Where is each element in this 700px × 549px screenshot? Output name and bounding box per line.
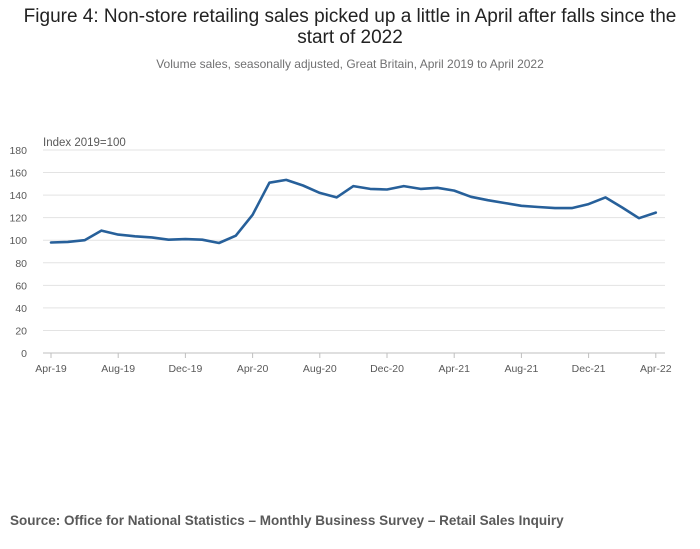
y-axis: 0 20 40 60 80 100 120 140 160 180 — [9, 145, 27, 360]
x-tick-label: Aug-21 — [504, 363, 538, 375]
chart-title: Figure 4: Non-store retailing sales pick… — [23, 6, 677, 48]
x-axis: Apr-19 Aug-19 Dec-19 Apr-20 Aug-20 Dec-20 Apr-… — [35, 353, 672, 375]
x-tick-label: Dec-19 — [168, 363, 202, 375]
series-line — [49, 178, 658, 245]
x-tick-label: Dec-21 — [572, 363, 606, 375]
y-tick-label: 160 — [9, 168, 27, 180]
y-tick-label: 20 — [15, 325, 27, 337]
series-layer — [49, 178, 658, 245]
y-tick-label: 40 — [15, 303, 27, 315]
x-tick-label: Dec-20 — [370, 363, 404, 375]
chart-subtitle: Volume sales, seasonally adjusted, Great… — [156, 57, 544, 71]
y-tick-label: 60 — [15, 280, 27, 292]
source-note: Source: Office for National Statistics –… — [10, 513, 564, 528]
x-tick-label: Aug-19 — [101, 363, 135, 375]
x-tick-label: Apr-21 — [438, 363, 470, 375]
y-tick-label: 100 — [9, 235, 27, 247]
x-tick-label: Apr-22 — [640, 363, 672, 375]
y-tick-label: 80 — [15, 258, 27, 270]
x-tick-label: Aug-20 — [303, 363, 337, 375]
y-axis-unit-label: Index 2019=100 — [43, 137, 126, 149]
y-tick-label: 120 — [9, 213, 27, 225]
gridlines — [43, 149, 665, 354]
y-tick-label: 140 — [9, 190, 27, 202]
y-tick-label: 180 — [9, 145, 27, 157]
x-tick-label: Apr-20 — [237, 363, 269, 375]
x-tick-label: Apr-19 — [35, 363, 67, 375]
y-tick-label: 0 — [21, 348, 27, 360]
